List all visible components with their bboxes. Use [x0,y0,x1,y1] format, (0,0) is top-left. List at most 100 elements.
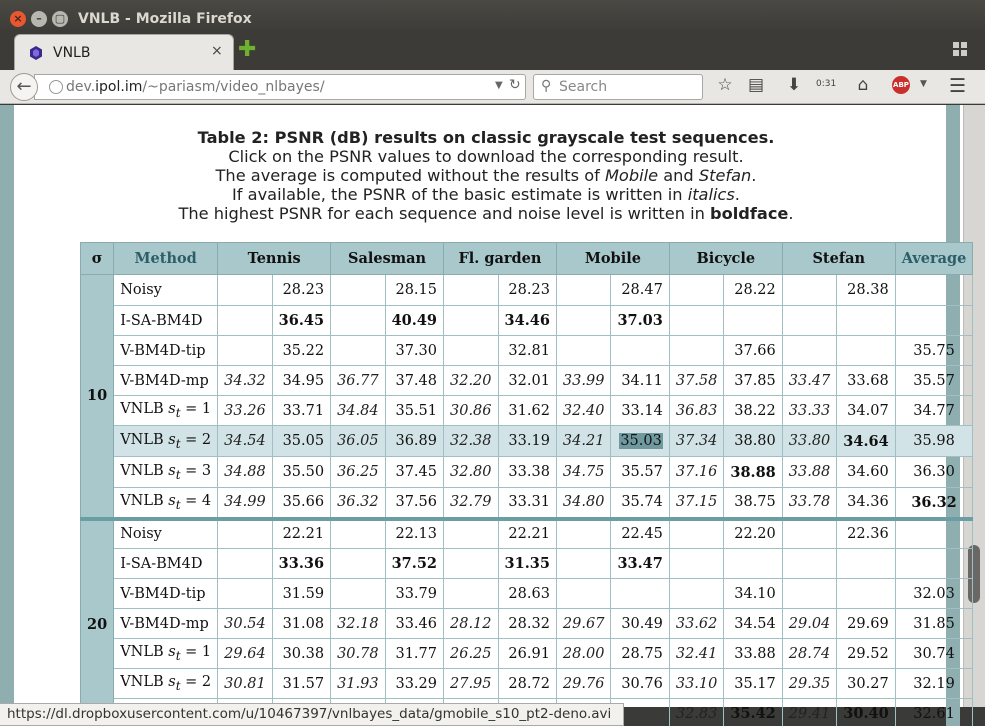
psnr-value-cell[interactable]: 31.85 [894,608,974,639]
back-button[interactable]: ← [10,73,38,101]
psnr-value-cell[interactable]: 30.81 [217,668,273,699]
psnr-value-cell[interactable]: 38.22 [723,395,783,426]
psnr-value-cell[interactable]: 34.64 [836,425,896,457]
psnr-value-cell[interactable]: 29.04 [781,608,838,639]
tab-vnlb[interactable]: VNLB × [14,34,234,70]
psnr-value-cell[interactable]: 22.13 [384,516,445,549]
psnr-value-cell[interactable]: 37.34 [668,425,725,457]
psnr-value-cell[interactable]: 30.74 [894,638,974,669]
psnr-value-cell[interactable]: 29.69 [836,608,896,639]
psnr-value-cell[interactable]: 22.20 [723,516,783,549]
psnr-value-cell[interactable]: 31.93 [330,668,386,699]
psnr-value-cell[interactable]: 34.54 [723,608,783,639]
hamburger-menu-icon[interactable]: ☰ [949,75,967,97]
psnr-value-cell[interactable]: 30.76 [610,668,670,699]
psnr-value-cell[interactable]: 34.36 [836,487,896,519]
psnr-value-cell[interactable]: 26.25 [443,638,499,669]
psnr-value-cell[interactable]: 37.03 [610,305,670,336]
psnr-value-cell[interactable]: 28.23 [271,274,332,306]
psnr-value-cell[interactable]: 33.46 [384,608,445,639]
psnr-value-cell[interactable]: 32.83 [668,698,725,726]
psnr-value-cell[interactable]: 32.18 [330,608,386,639]
psnr-value-cell[interactable]: 35.51 [384,395,445,426]
psnr-value-cell[interactable]: 34.60 [836,456,896,488]
url-bar[interactable]: dev.ipol.im/~pariasm/video_nlbayes/ ▼ ↻ [34,74,526,100]
psnr-value-cell[interactable]: 37.16 [668,456,725,488]
psnr-value-cell[interactable]: 28.00 [555,638,612,669]
psnr-value-cell[interactable]: 35.57 [610,456,670,488]
psnr-value-cell[interactable]: 33.19 [497,425,557,457]
url-dropdown-icon[interactable]: ▼ [495,80,503,91]
psnr-value-cell[interactable]: 29.52 [836,638,896,669]
url-text[interactable]: dev.ipol.im/~pariasm/video_nlbayes/ [66,79,325,95]
psnr-value-cell[interactable]: 35.98 [894,425,974,457]
psnr-value-cell[interactable]: 28.47 [610,274,670,306]
psnr-value-cell[interactable]: 33.10 [668,668,725,699]
psnr-value-cell[interactable]: 33.62 [668,608,725,639]
psnr-value-cell[interactable]: 33.88 [781,456,838,488]
psnr-value-cell[interactable]: 37.30 [384,335,445,366]
psnr-value-cell[interactable]: 34.07 [836,395,896,426]
psnr-value-cell[interactable]: 33.36 [271,548,332,579]
psnr-value-cell[interactable]: 31.57 [271,668,332,699]
psnr-value-cell[interactable]: 33.29 [384,668,445,699]
psnr-value-cell[interactable]: 29.41 [781,698,838,726]
psnr-value-cell[interactable]: 32.19 [894,668,974,699]
psnr-value-cell[interactable]: 29.67 [555,608,612,639]
psnr-value-cell[interactable]: 29.64 [217,638,273,669]
window-close-button[interactable]: × [10,11,26,27]
psnr-value-cell[interactable]: 37.66 [723,335,783,366]
psnr-value-cell[interactable]: 37.56 [384,487,445,519]
psnr-value-cell[interactable]: 33.68 [836,365,896,396]
psnr-value-cell[interactable]: 32.41 [668,638,725,669]
bookmark-star-icon[interactable]: ☆ [717,75,733,95]
psnr-value-cell[interactable]: 38.75 [723,487,783,519]
psnr-value-cell[interactable]: 35.17 [723,668,783,699]
psnr-value-cell[interactable]: 32.79 [443,487,499,519]
psnr-value-cell[interactable]: 35.75 [894,335,974,366]
psnr-value-cell[interactable]: 30.38 [271,638,332,669]
psnr-value-cell[interactable]: 22.21 [497,516,557,549]
psnr-value-cell[interactable]: 31.35 [497,548,557,579]
download-icon[interactable]: ⬇ [786,75,802,95]
psnr-value-cell[interactable]: 35.50 [271,456,332,488]
psnr-value-cell[interactable]: 30.54 [217,608,273,639]
psnr-value-cell[interactable]: 28.12 [443,608,499,639]
psnr-value-cell[interactable]: 36.25 [330,456,386,488]
psnr-value-cell[interactable]: 22.21 [271,516,332,549]
psnr-value-cell[interactable]: 33.26 [217,395,273,426]
psnr-value-cell[interactable]: 34.32 [217,365,273,396]
psnr-value-cell[interactable]: 31.08 [271,608,332,639]
psnr-value-cell[interactable]: 30.49 [610,608,670,639]
psnr-value-cell[interactable]: 32.61 [894,698,974,726]
psnr-value-cell[interactable]: 38.88 [723,456,783,488]
search-input[interactable]: Search [559,79,608,95]
psnr-value-cell[interactable]: 36.77 [330,365,386,396]
psnr-value-cell[interactable]: 35.66 [271,487,332,519]
psnr-value-cell[interactable]: 33.38 [497,456,557,488]
psnr-value-cell[interactable]: 37.85 [723,365,783,396]
psnr-value-cell[interactable]: 36.30 [894,456,974,488]
psnr-value-cell[interactable]: 30.40 [836,698,896,726]
psnr-value-cell[interactable]: 37.52 [384,548,445,579]
psnr-value-cell[interactable]: 35.05 [271,425,332,457]
adblock-icon[interactable]: ABP [892,76,910,94]
psnr-value-cell[interactable]: 33.80 [781,425,838,457]
psnr-value-cell[interactable]: 28.32 [497,608,557,639]
psnr-value-cell[interactable]: 27.95 [443,668,499,699]
psnr-value-cell[interactable]: 35.03 [610,425,670,457]
psnr-value-cell[interactable]: 32.20 [443,365,499,396]
psnr-value-cell[interactable]: 34.75 [555,456,612,488]
psnr-value-cell[interactable]: 28.74 [781,638,838,669]
psnr-value-cell[interactable]: 36.32 [894,487,974,519]
psnr-value-cell[interactable]: 36.83 [668,395,725,426]
psnr-value-cell[interactable]: 35.42 [723,698,783,726]
psnr-value-cell[interactable]: 36.05 [330,425,386,457]
psnr-value-cell[interactable]: 33.33 [781,395,838,426]
psnr-value-cell[interactable]: 28.15 [384,274,445,306]
psnr-value-cell[interactable]: 29.35 [781,668,838,699]
new-tab-icon[interactable]: ✚ [238,37,257,62]
psnr-value-cell[interactable]: 33.14 [610,395,670,426]
home-icon[interactable]: ⌂ [857,75,869,95]
psnr-value-cell[interactable]: 36.89 [384,425,445,457]
